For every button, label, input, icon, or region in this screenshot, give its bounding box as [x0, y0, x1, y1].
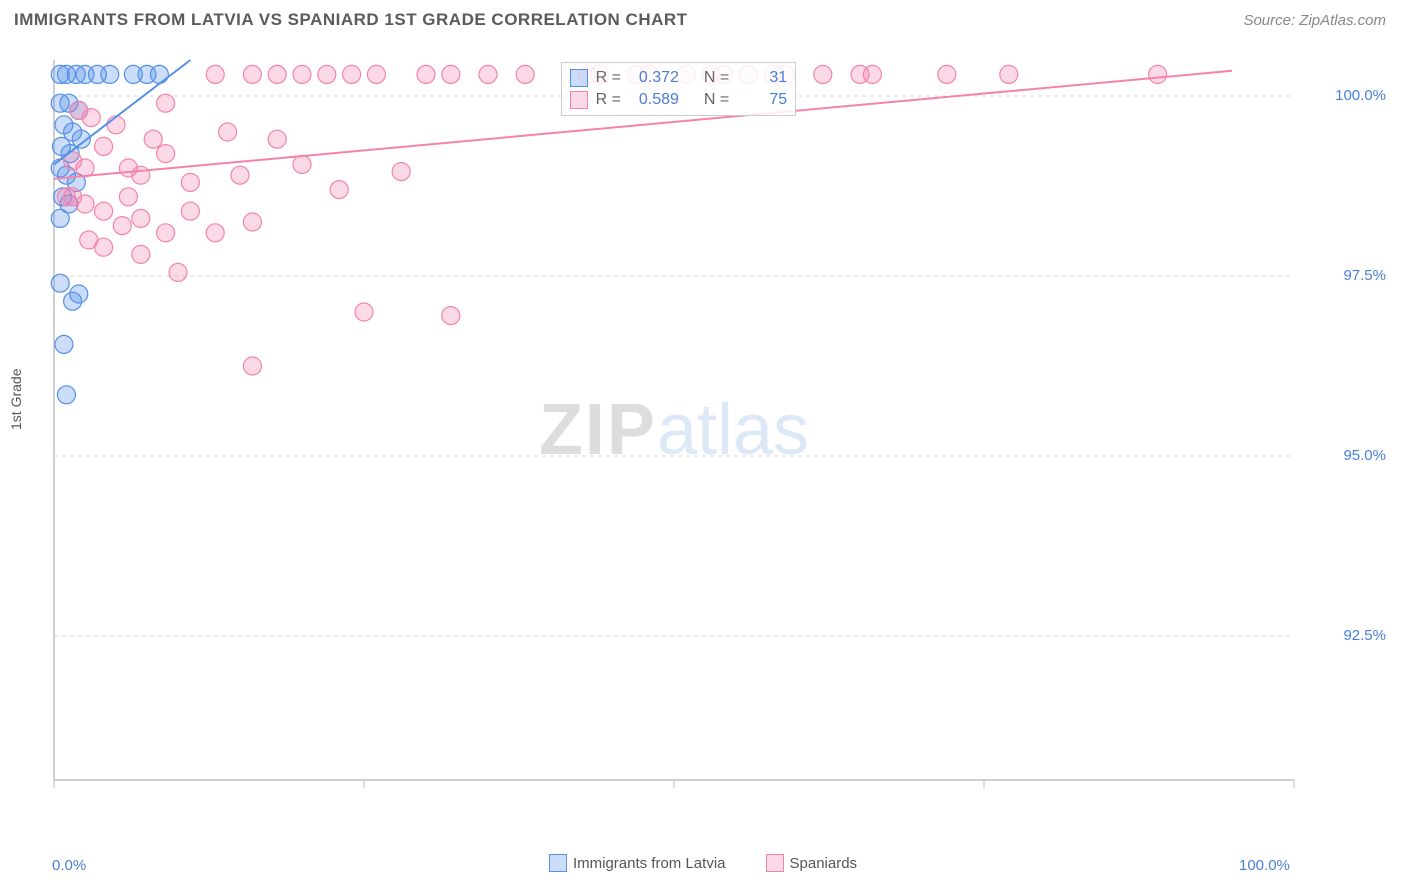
corr-swatch [570, 69, 588, 87]
correlation-legend-box: R = 0.372 N = 31 R = 0.589 N = 75 [561, 62, 797, 116]
y-tick-label: 95.0% [1343, 447, 1386, 464]
corr-n-label: N = [704, 91, 729, 109]
legend-item: Spaniards [766, 854, 858, 872]
legend-bottom: Immigrants from Latvia Spaniards [0, 854, 1406, 872]
corr-row: R = 0.372 N = 31 [570, 67, 788, 89]
corr-r-value: 0.589 [629, 91, 679, 109]
scatter-plot-svg [44, 50, 1304, 810]
corr-n-label: N = [704, 69, 729, 87]
legend-label: Spaniards [790, 855, 858, 872]
chart-area: ZIPatlas R = 0.372 N = 31 R = 0.589 N = … [44, 50, 1304, 810]
corr-n-value: 75 [737, 91, 787, 109]
corr-r-label: R = [596, 91, 621, 109]
y-axis-label: 1st Grade [8, 369, 24, 430]
corr-r-value: 0.372 [629, 69, 679, 87]
header: IMMIGRANTS FROM LATVIA VS SPANIARD 1ST G… [0, 0, 1406, 38]
y-tick-label: 97.5% [1343, 267, 1386, 284]
legend-label: Immigrants from Latvia [573, 855, 726, 872]
chart-title: IMMIGRANTS FROM LATVIA VS SPANIARD 1ST G… [14, 10, 688, 30]
legend-swatch [766, 854, 784, 872]
corr-swatch [570, 91, 588, 109]
legend-item: Immigrants from Latvia [549, 854, 726, 872]
y-tick-label: 92.5% [1343, 627, 1386, 644]
corr-n-value: 31 [737, 69, 787, 87]
corr-r-label: R = [596, 69, 621, 87]
source-label: Source: ZipAtlas.com [1243, 12, 1386, 29]
corr-row: R = 0.589 N = 75 [570, 89, 788, 111]
y-tick-label: 100.0% [1335, 87, 1386, 104]
legend-swatch [549, 854, 567, 872]
